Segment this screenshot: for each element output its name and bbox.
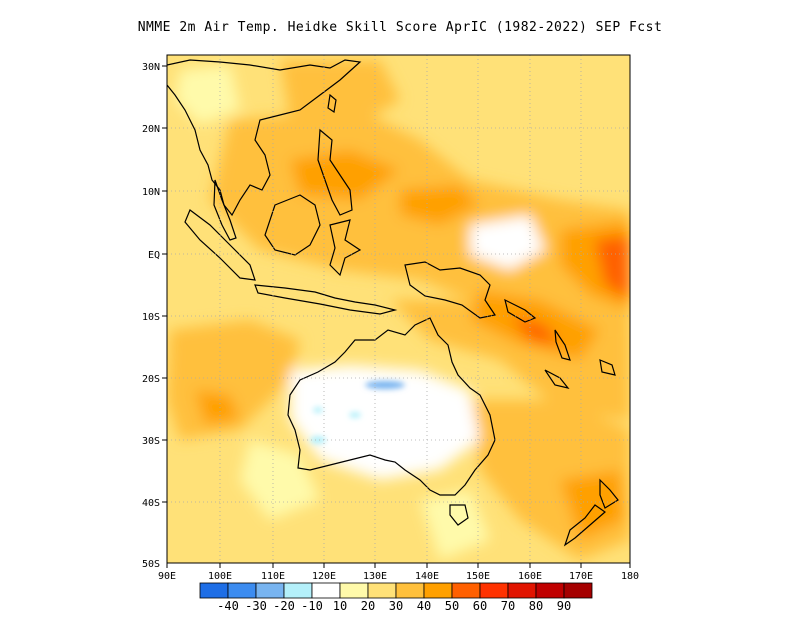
lon-label: 160E — [518, 571, 542, 582]
colorbar-swatch — [507, 582, 537, 599]
lon-label: 110E — [261, 571, 285, 582]
colorbar-label: -10 — [301, 599, 323, 613]
lon-label: 140E — [415, 571, 439, 582]
colorbar-label: 50 — [445, 599, 459, 613]
colorbar-swatch — [339, 582, 369, 599]
map-title: NMME 2m Air Temp. Heidke Skill Score Apr… — [137, 20, 663, 35]
axis-ticks — [162, 65, 631, 568]
longitude-labels: 90E 100E 110E 120E 130E 140E 150E 160E 1… — [158, 571, 639, 582]
lat-label: 50S — [142, 559, 160, 570]
colorbar-label: 60 — [473, 599, 487, 613]
colorbar-label: -20 — [273, 599, 295, 613]
colorbar-label: -40 — [217, 599, 239, 613]
lat-label: 10S — [142, 312, 160, 323]
colorbar-label: 80 — [529, 599, 543, 613]
colorbar-label: -30 — [245, 599, 267, 613]
colorbar-swatch — [283, 582, 313, 599]
plot-frame — [166, 54, 631, 564]
colorbar-label: 30 — [389, 599, 403, 613]
colorbar-swatch — [423, 582, 453, 599]
lon-label: 100E — [208, 571, 232, 582]
latitude-labels: 30N 20N 10N EQ 10S 20S 30S 40S 50S — [142, 62, 160, 570]
colorbar-label: 20 — [361, 599, 375, 613]
colorbar-swatch — [255, 582, 285, 599]
colorbar-label: 40 — [417, 599, 431, 613]
lat-label: 40S — [142, 498, 160, 509]
colorbar-swatch — [563, 582, 593, 599]
colorbar-swatch — [451, 582, 481, 599]
colorbar-labels: -40 -30 -20 -10 10 20 30 40 50 60 70 80 90 — [217, 599, 571, 613]
lat-label: 20S — [142, 374, 160, 385]
colorbar-swatch — [311, 582, 341, 599]
lon-label: 150E — [466, 571, 490, 582]
colorbar-swatch — [395, 582, 425, 599]
colorbar-label: 70 — [501, 599, 515, 613]
colorbar-swatch — [535, 582, 565, 599]
colorbar-label: 90 — [557, 599, 571, 613]
lon-label: 120E — [312, 571, 336, 582]
skill-field — [167, 55, 630, 563]
colorbar-swatch — [227, 582, 257, 599]
colorbar-label: 10 — [333, 599, 347, 613]
coastlines — [167, 59, 619, 547]
colorbar-swatch — [199, 582, 229, 599]
colorbar-swatch — [367, 582, 397, 599]
lon-label: 90E — [158, 571, 176, 582]
lat-label: EQ — [148, 250, 160, 261]
lon-label: 180 — [621, 571, 639, 582]
lon-label: 170E — [569, 571, 593, 582]
lat-label: 20N — [142, 124, 160, 135]
grid-lines — [167, 55, 630, 563]
lat-label: 10N — [142, 187, 160, 198]
lat-label: 30S — [142, 436, 160, 447]
lon-label: 130E — [363, 571, 387, 582]
colorbar — [199, 582, 593, 599]
lat-label: 30N — [142, 62, 160, 73]
colorbar-swatch — [479, 582, 509, 599]
